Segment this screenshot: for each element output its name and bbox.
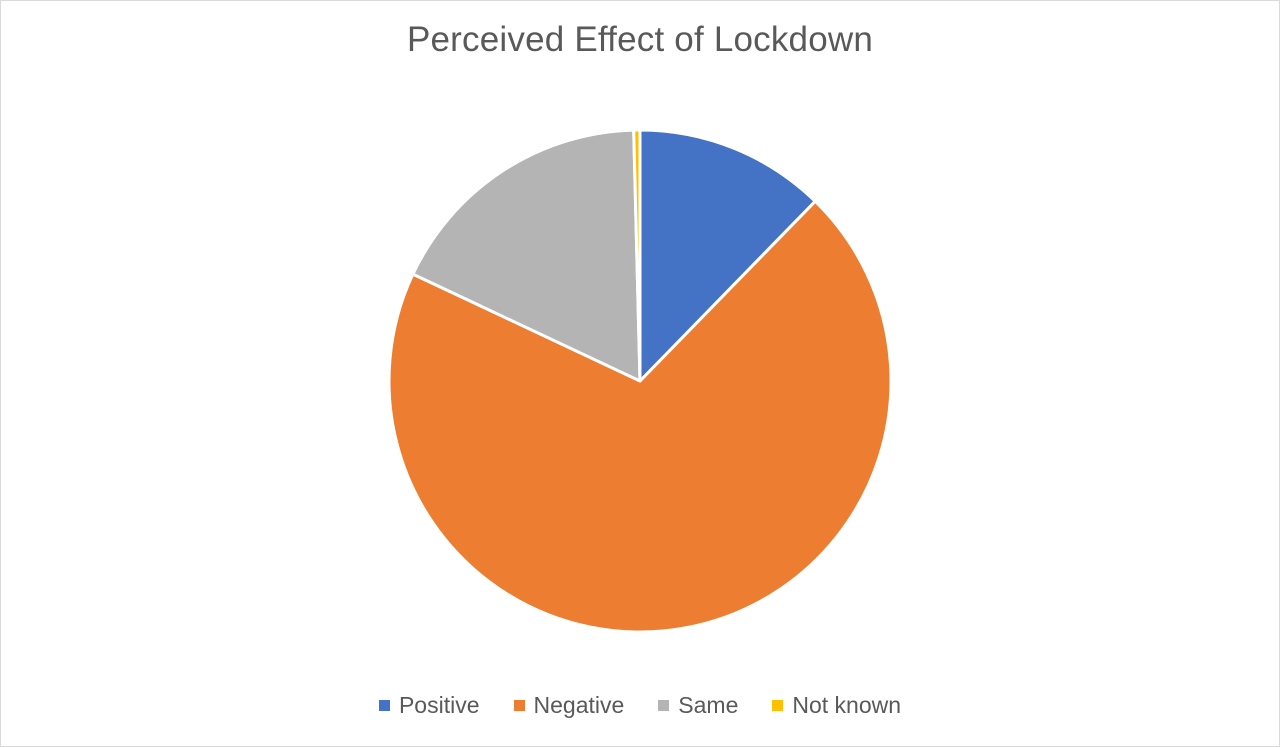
chart-title: Perceived Effect of Lockdown	[406, 20, 874, 59]
legend-label: Same	[678, 692, 739, 718]
legend-swatch	[378, 700, 390, 711]
legend-swatch	[513, 700, 525, 711]
chart-legend: Positive Negative Same Not known	[0, 692, 1280, 719]
legend-label: Negative	[533, 692, 625, 718]
legend-swatch	[772, 700, 784, 711]
legend-item-not-known: Not known	[772, 692, 901, 719]
legend-item-negative: Negative	[513, 692, 625, 719]
pie-slice-not-known	[632, 128, 642, 383]
pie-slice-positive	[638, 128, 817, 383]
legend-item-same: Same	[658, 692, 738, 719]
legend-label: Positive	[398, 692, 480, 718]
legend-swatch	[658, 700, 670, 711]
legend-item-positive: Positive	[378, 692, 480, 719]
legend-label: Not known	[792, 692, 902, 718]
pie-slice-negative	[387, 199, 893, 634]
pie-slice-same	[411, 128, 642, 383]
